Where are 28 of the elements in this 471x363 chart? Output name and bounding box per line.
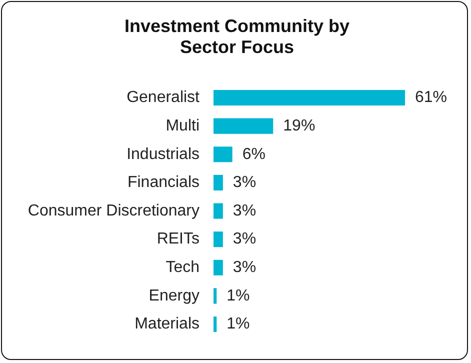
bar [214,260,223,276]
data-label: 3% [232,259,256,276]
y-tick-label: Tech [166,259,200,276]
bar [214,118,274,134]
bar [214,288,217,304]
bar [214,316,217,332]
data-label: 19% [283,117,316,134]
bar [214,146,232,162]
bar [214,174,223,190]
data-label: 3% [232,230,256,248]
data-label: 61% [415,89,448,106]
data-label: 1% [226,287,250,304]
data-label: 3% [232,202,256,220]
data-label: 1% [226,316,250,333]
bar [214,203,223,219]
y-tick-label: Generalist [126,89,200,106]
bar [214,232,223,248]
y-tick-label: Materials [134,316,200,333]
data-label: 3% [232,174,256,192]
y-tick-label: Financials [127,174,200,192]
y-tick-label: Multi [166,117,200,134]
y-tick-label: Energy [148,287,200,304]
y-tick-label: Industrials [126,146,200,163]
bar [214,90,405,106]
y-tick-label: Consumer Discretionary [28,202,200,220]
y-tick-label: REITs [156,230,200,248]
chart-title: Investment Community by Sector Focus [123,16,351,58]
data-label: 6% [242,146,266,163]
